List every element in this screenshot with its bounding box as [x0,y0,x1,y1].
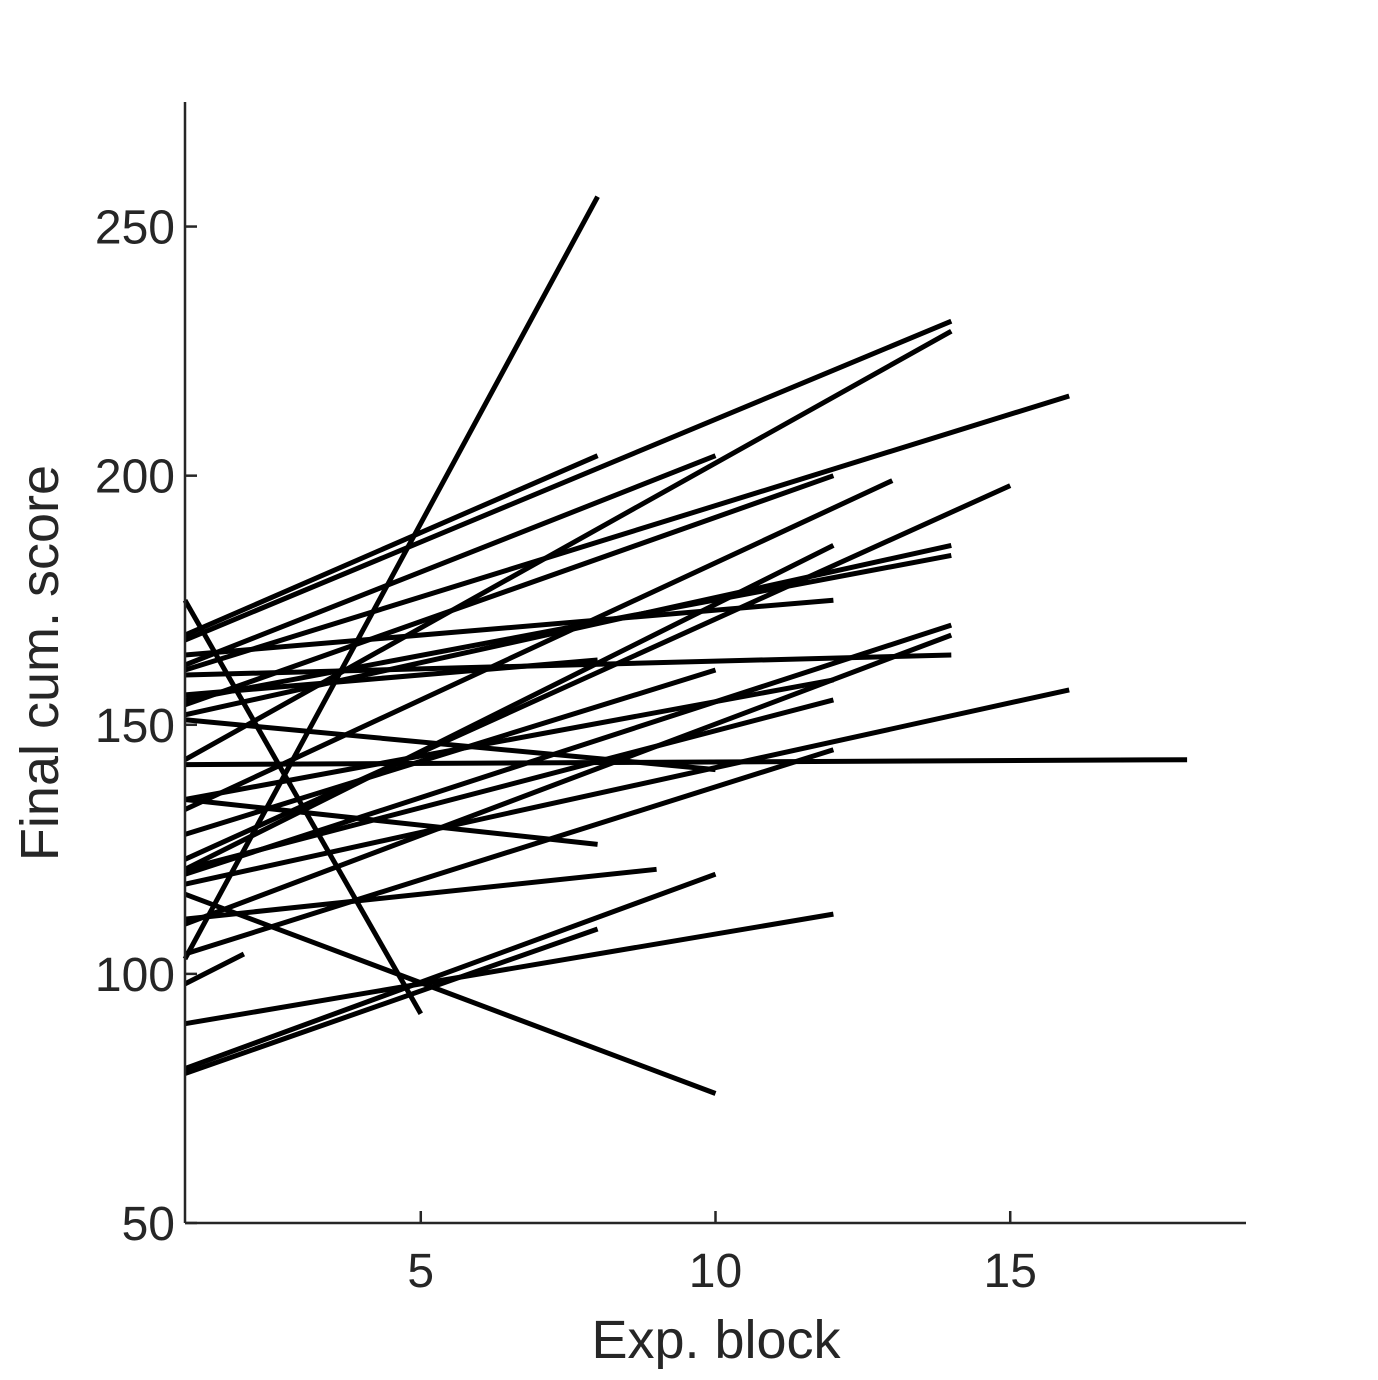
y-tick-label: 50 [122,1198,175,1251]
series-line-32 [184,891,717,1096]
x-ticks: 5 10 15 [407,1211,1037,1298]
series-line-27 [184,911,834,1027]
y-tick-label: 100 [95,949,175,1002]
series-line-23 [184,717,716,773]
series-line-4 [183,329,953,762]
series-line-18 [184,677,834,802]
series-lines [182,195,1188,1096]
y-tick-label: 150 [95,700,175,753]
series-line-8 [183,483,1012,862]
series-line-19 [184,687,1070,887]
y-tick-label: 250 [95,202,175,255]
series-line-12 [184,597,834,658]
series-line-16 [184,657,598,698]
series-line-2 [184,453,717,668]
series-line-26 [184,871,717,1071]
series-line-29 [183,951,246,987]
series-line-24 [184,797,598,847]
series-line-3 [184,318,953,643]
x-tick-label: 15 [984,1245,1037,1298]
series-line-13 [184,622,953,877]
series-line-31 [182,598,423,1015]
y-axis-label: Final cum. score [10,465,70,861]
y-ticks: 50 100 150 200 250 [95,202,197,1251]
axes: 50 100 150 200 250 5 10 15 [95,102,1246,1298]
series-line-5 [184,393,1070,673]
x-axis-label: Exp. block [591,1310,841,1370]
series-line-21 [184,747,835,957]
y-tick-label: 200 [95,451,175,504]
series-line-11 [184,552,952,703]
series-line-30 [182,195,600,961]
series-line-25 [184,866,657,922]
series-line-15 [184,652,952,678]
series-line-7 [183,478,894,812]
series-line-6 [184,473,835,708]
x-tick-label: 10 [689,1245,742,1298]
series-line-28 [184,926,599,1076]
series-line-1 [184,453,599,638]
x-tick-label: 5 [407,1245,434,1298]
series-line-20 [184,697,835,872]
series-line-22 [184,757,1188,768]
